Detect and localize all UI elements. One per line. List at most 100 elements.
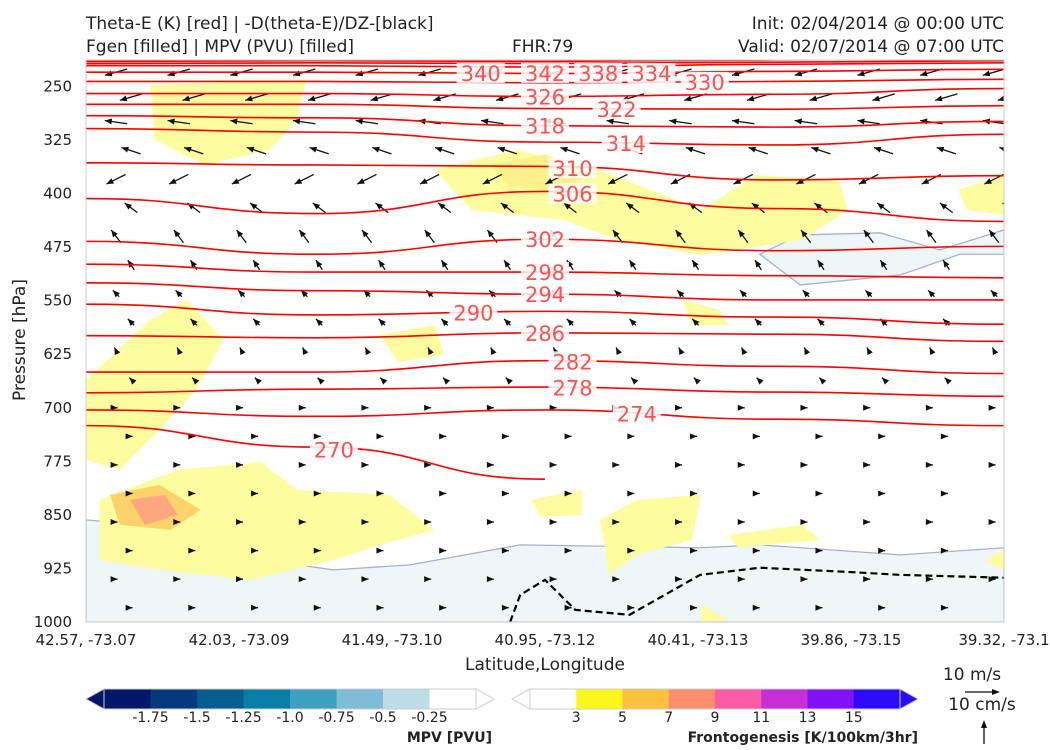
wind-vector-head	[982, 70, 991, 77]
mpv-colorbar-extend-left	[84, 688, 105, 710]
mpv-colorbar-tick-label: -1.75	[132, 710, 168, 726]
wind-vector-head	[375, 203, 383, 210]
y-tick-label: 625	[43, 345, 72, 363]
wind-vector-head	[606, 118, 614, 125]
wind-vector-head	[188, 604, 196, 611]
wind-vector-head	[796, 178, 804, 185]
wind-vector-head	[439, 547, 447, 554]
wind-vector-head	[424, 404, 432, 411]
wind-vector	[1006, 260, 1012, 270]
wind-vector-head	[184, 146, 192, 153]
mpv-colorbar-swatch	[429, 689, 477, 709]
wind-vector-head	[944, 377, 952, 385]
wind-vector-head	[866, 347, 873, 356]
contour-label-bg	[309, 439, 358, 460]
wind-vector-head	[1003, 433, 1004, 440]
wind-vector-head	[935, 95, 943, 102]
theta-e-label: 310	[552, 157, 592, 181]
mpv-colorbar-swatch	[383, 689, 430, 709]
theta-e-label: 306	[552, 182, 592, 206]
wind-vector-head	[299, 229, 306, 238]
wind-vector-head	[486, 519, 494, 526]
wind-vector-head	[315, 260, 323, 268]
frontogenesis-fill	[682, 299, 729, 325]
wind-vector-head	[737, 519, 745, 526]
wind-vector-head	[173, 519, 181, 526]
wind-vector-head	[631, 377, 639, 385]
wind-vector-head	[817, 318, 825, 326]
wind-vector-head	[1006, 319, 1013, 326]
wind-vector-head	[372, 146, 380, 153]
theta-e-label: 330	[685, 71, 725, 95]
contour-label-bg	[521, 284, 569, 305]
y-tick-label: 850	[43, 506, 72, 524]
frontogenesis-fill	[130, 494, 178, 525]
wind-vector-head	[560, 146, 568, 153]
wind-vector-head	[752, 490, 760, 497]
wind-vector-head	[236, 519, 244, 526]
y-axis-label: Pressure [hPa]	[10, 279, 30, 401]
wind-vector-head	[441, 260, 448, 268]
mpv-colorbar-title: MPV [PVU]	[407, 730, 492, 746]
wind-vector-head	[733, 178, 742, 185]
wind-vector-head	[675, 229, 683, 238]
wind-vector-head	[692, 260, 699, 268]
wind-vector-head	[564, 604, 572, 611]
wind-vector-head	[190, 318, 198, 326]
wind-vector-head	[169, 178, 177, 185]
wind-vector-head	[748, 146, 757, 153]
forecast-hour: FHR:79	[512, 37, 574, 57]
fgen-colorbar-tick-label: 13	[799, 710, 817, 726]
wind-vector-head	[357, 178, 365, 185]
frontogenesis-fill	[86, 299, 224, 470]
reference-vertical-arrowhead	[981, 720, 987, 728]
wind-vector-head	[563, 203, 571, 210]
contour-label-bg	[449, 302, 498, 323]
wind-vector-head	[442, 377, 451, 385]
wind-vector-head	[992, 347, 999, 356]
wind-vector-head	[441, 318, 449, 326]
reference-horizontal-label: 10 m/s	[943, 665, 1001, 685]
wind-vector-head	[684, 95, 692, 102]
wind-vector-head	[253, 260, 260, 268]
x-tick-label: 40.95, -73.12	[495, 631, 596, 649]
wind-vector-head	[881, 377, 890, 385]
wind-vector-head	[943, 260, 950, 268]
fgen-colorbar-swatch	[853, 689, 901, 709]
wind-vector-head	[865, 290, 873, 298]
wind-vector-head	[1006, 260, 1012, 267]
wind-vector-head	[378, 318, 386, 326]
theta-e-label: 290	[453, 301, 493, 325]
wind-vector-head	[878, 547, 886, 554]
mpv-colorbar-swatch	[104, 689, 151, 709]
wind-vector-head	[737, 461, 745, 468]
fgen-colorbar-swatch	[715, 689, 762, 709]
wind-vector-head	[737, 576, 745, 583]
wind-vector-head	[549, 461, 557, 468]
wind-vector-head	[481, 118, 489, 125]
wind-vector-head	[317, 377, 325, 385]
fgen-colorbar-tick-label: 7	[664, 710, 673, 726]
wind-vector-head	[298, 519, 306, 526]
contour-label-bg	[521, 322, 569, 343]
wind-vector-head	[419, 178, 428, 185]
wind-vector-head	[939, 203, 948, 210]
wind-vector-head	[626, 203, 634, 210]
frontogenesis-fill	[531, 489, 582, 518]
wind-vector-head	[363, 290, 371, 298]
frontogenesis-fill	[150, 79, 307, 165]
contour-label-bg	[548, 351, 597, 372]
wind-vector-head	[815, 433, 823, 440]
wind-vector-head	[188, 490, 196, 497]
wind-vector-head	[545, 178, 554, 185]
mpv-colorbar-extend-right	[475, 688, 496, 710]
wind-vector-head	[361, 576, 369, 583]
wind-vector-head	[424, 519, 432, 526]
contour-label-bg	[521, 115, 569, 136]
wind-vector-head	[690, 433, 698, 440]
frontogenesis-fill	[728, 524, 821, 548]
wind-vector-head	[940, 490, 948, 497]
wind-vector-head	[627, 547, 635, 554]
